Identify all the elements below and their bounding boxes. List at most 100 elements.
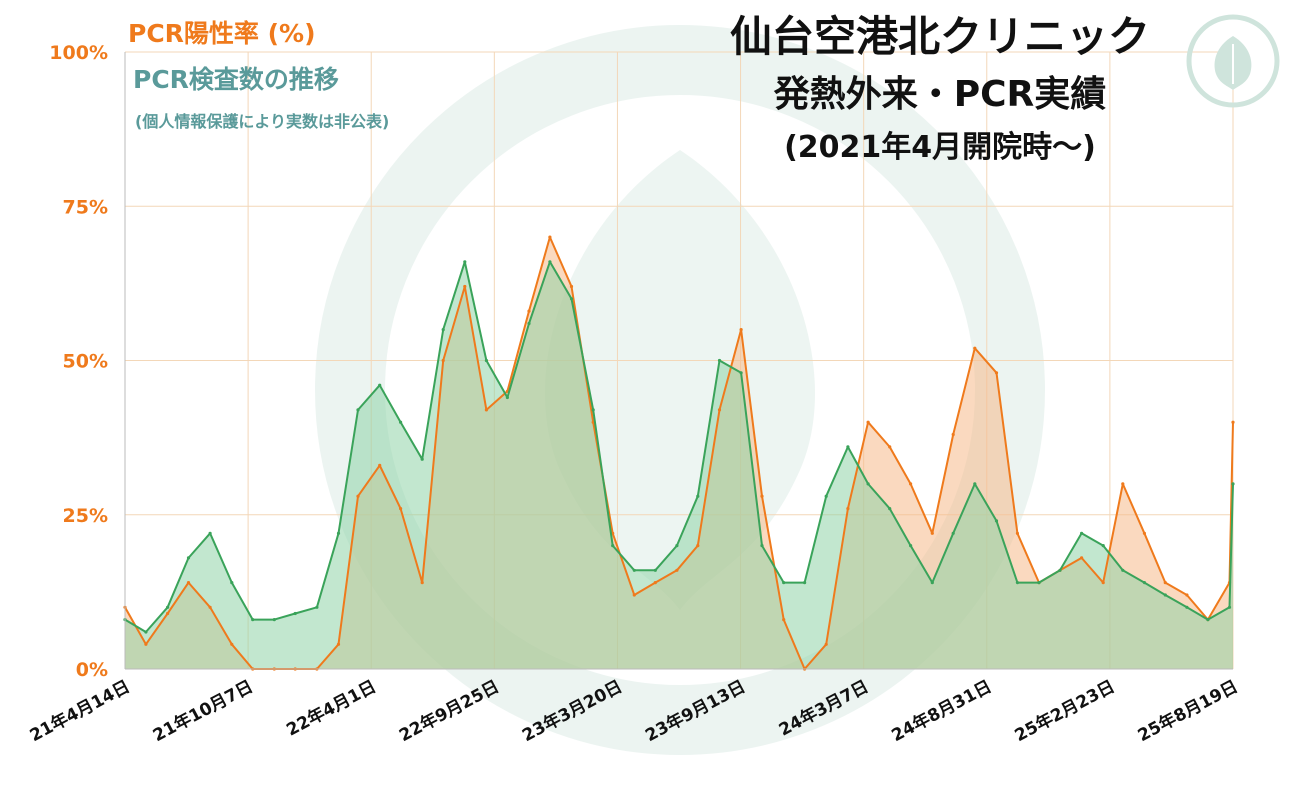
series-point-1 (739, 371, 743, 375)
series-point-1 (888, 507, 892, 511)
series-point-1 (696, 494, 700, 498)
series-point-0 (441, 358, 445, 363)
y-tick-label: 100% (49, 42, 108, 64)
series-point-1 (484, 358, 488, 363)
series-point-1 (994, 519, 999, 523)
series-point-1 (1163, 593, 1167, 597)
series-point-1 (186, 556, 191, 560)
series-point-0 (378, 463, 382, 467)
series-point-0 (463, 284, 467, 289)
series-point-0 (675, 568, 679, 572)
chart-title: 仙台空港北クリニック 発熱外来・PCR実績 (2021年4月開院時〜) (640, 8, 1240, 172)
watermark-ring (315, 25, 1045, 755)
series-point-1 (441, 328, 445, 332)
series-point-1 (675, 544, 679, 548)
series-point-0 (1080, 556, 1084, 560)
series-point-1 (760, 544, 764, 548)
y-tick-labels: 0% 25% 50% 75% 100% (49, 42, 108, 681)
series-point-1 (1227, 605, 1232, 609)
axes (124, 52, 1233, 670)
series-point-1 (632, 568, 636, 572)
series-point-1 (591, 408, 595, 412)
series-point-1 (1206, 618, 1210, 622)
y-tick-label: 25% (63, 505, 108, 527)
series-point-0 (144, 642, 148, 646)
series-point-0 (186, 581, 191, 585)
x-tick-label: 21年4月14日 (26, 676, 133, 746)
series-point-0 (1101, 581, 1105, 585)
series-point-1 (230, 581, 234, 585)
series-point-1 (251, 618, 255, 622)
series-point-1 (782, 581, 786, 585)
series-point-1 (378, 383, 382, 387)
series-point-0 (909, 482, 913, 486)
series-point-1 (144, 630, 148, 634)
series-point-1 (463, 260, 467, 264)
series-point-0 (632, 593, 636, 597)
series-point-1 (611, 544, 615, 548)
leaf-logo-icon (1186, 14, 1280, 108)
series-point-0 (782, 618, 786, 622)
series-point-1 (315, 605, 319, 609)
series-point-1 (1121, 568, 1125, 572)
x-tick-label: 25年8月19日 (1134, 676, 1241, 746)
y-tick-label: 0% (76, 659, 108, 681)
series-point-1 (1142, 581, 1146, 585)
series-point-0 (208, 605, 212, 609)
x-tick-label: 22年9月25日 (396, 676, 503, 746)
clinic-logo (1186, 14, 1280, 108)
series-point-1 (208, 531, 212, 535)
series-point-1 (420, 457, 424, 461)
series-point-0 (760, 494, 764, 498)
series-point-0 (1015, 531, 1020, 535)
series-point-0 (1231, 420, 1235, 424)
series-point-0 (484, 408, 488, 412)
series-point-1 (930, 581, 934, 585)
series-point-1 (1015, 581, 1020, 585)
series-point-1 (824, 494, 828, 498)
legend-tests-note: (個人情報保護により実数は非公表) (135, 112, 390, 131)
series-point-1 (866, 482, 870, 486)
series-point-1 (336, 531, 341, 535)
x-tick-label: 22年4月1日 (283, 676, 380, 741)
series-point-1 (653, 568, 657, 572)
series-point-0 (866, 420, 870, 424)
series-point-0 (930, 531, 934, 535)
series-point-0 (653, 581, 657, 585)
series-point-1 (973, 482, 977, 486)
legend-positivity: PCR陽性率 (%) (128, 19, 316, 48)
series-point-1 (1037, 581, 1041, 585)
series-point-0 (696, 544, 700, 548)
series-point-0 (846, 507, 850, 511)
series-point-0 (336, 642, 341, 646)
series-point-0 (230, 642, 234, 646)
series-point-1 (1185, 605, 1189, 609)
series-point-1 (272, 618, 276, 622)
series-point-0 (399, 507, 403, 511)
series-point-0 (420, 581, 424, 585)
series-point-0 (166, 611, 170, 616)
series-point-0 (1185, 593, 1189, 597)
series-point-1 (356, 408, 360, 412)
series-point-0 (548, 235, 552, 239)
series-point-1 (717, 358, 722, 363)
series-point-1 (527, 321, 531, 326)
series-point-0 (569, 284, 574, 289)
y-tick-label: 75% (63, 196, 108, 218)
series-point-1 (803, 581, 807, 585)
series-point-1 (951, 531, 955, 535)
series-point-1 (505, 395, 509, 400)
series-point-0 (1142, 531, 1146, 535)
series-area-1 (125, 261, 1233, 669)
series-point-1 (909, 544, 913, 548)
series-point-0 (739, 328, 743, 332)
series-point-0 (888, 445, 892, 449)
series-point-0 (1163, 581, 1167, 585)
x-tick-label: 24年8月31日 (888, 676, 995, 746)
series-point-1 (548, 260, 552, 264)
series-point-0 (1121, 482, 1125, 486)
series-point-1 (293, 611, 297, 616)
title-line-2: 発熱外来・PCR実績 (773, 74, 1107, 115)
